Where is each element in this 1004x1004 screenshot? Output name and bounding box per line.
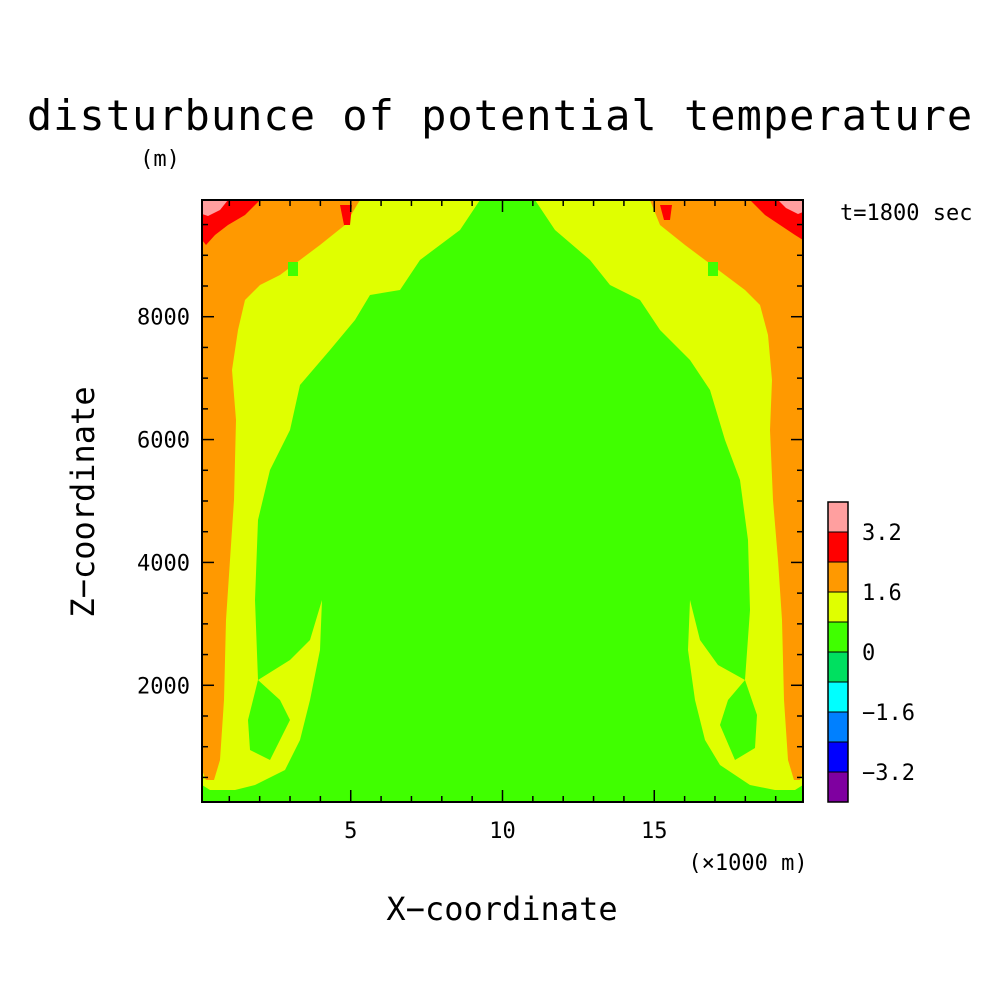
x-units-label: (×1000 m) bbox=[688, 851, 807, 876]
x-tick-label: 15 bbox=[641, 819, 668, 844]
top-right-red bbox=[750, 200, 803, 240]
y-tick-label: 2000 bbox=[137, 674, 190, 699]
colorbar-swatch bbox=[827, 741, 849, 773]
x-tick-label: 5 bbox=[344, 819, 357, 844]
y-units-label: (m) bbox=[140, 147, 180, 172]
colorbar-swatch bbox=[827, 501, 849, 533]
chart-title: disturbunce of potential temperature bbox=[27, 91, 973, 140]
plot-area bbox=[202, 200, 803, 802]
colorbar: 3.2 1.6 0 −1.6 −3.2 bbox=[827, 501, 915, 803]
time-label: t=1800 sec bbox=[840, 201, 972, 226]
colorbar-swatch bbox=[827, 681, 849, 713]
top-right-pink bbox=[778, 200, 803, 214]
left-plume bbox=[202, 200, 480, 790]
right-inner-hole bbox=[720, 680, 757, 760]
x-axis-title: X−coordinate bbox=[386, 890, 617, 928]
y-axis-title: Z−coordinate bbox=[64, 386, 102, 617]
colorbar-label: 3.2 bbox=[862, 521, 902, 546]
colorbar-label: −1.6 bbox=[862, 701, 915, 726]
y-tick-label: 4000 bbox=[137, 551, 190, 576]
right-plume bbox=[535, 200, 803, 790]
left-inner-hole bbox=[248, 680, 290, 760]
colorbar-label: 0 bbox=[862, 641, 875, 666]
colorbar-swatch bbox=[827, 591, 849, 623]
top-center-red bbox=[340, 205, 352, 225]
left-boundary-layer bbox=[202, 200, 360, 780]
green-spot bbox=[288, 262, 298, 276]
colorbar-label: 1.6 bbox=[862, 581, 902, 606]
top-center-red-right bbox=[660, 205, 672, 220]
y-tick-label: 6000 bbox=[137, 429, 190, 454]
axes: 5 10 15 2000 4000 6000 8000 bbox=[137, 199, 804, 844]
colorbar-swatch bbox=[827, 651, 849, 683]
right-boundary-layer bbox=[650, 200, 803, 780]
colorbar-frame bbox=[827, 501, 849, 803]
green-spot bbox=[708, 262, 718, 276]
x-tick-label: 10 bbox=[489, 819, 516, 844]
colorbar-swatch bbox=[827, 711, 849, 743]
y-tick-label: 8000 bbox=[137, 306, 190, 331]
colorbar-swatch bbox=[827, 561, 849, 593]
colorbar-swatch bbox=[827, 531, 849, 563]
colorbar-swatch bbox=[827, 771, 849, 803]
colorbar-swatch bbox=[827, 621, 849, 653]
colorbar-label: −3.2 bbox=[862, 761, 915, 786]
top-left-pink bbox=[202, 200, 228, 216]
